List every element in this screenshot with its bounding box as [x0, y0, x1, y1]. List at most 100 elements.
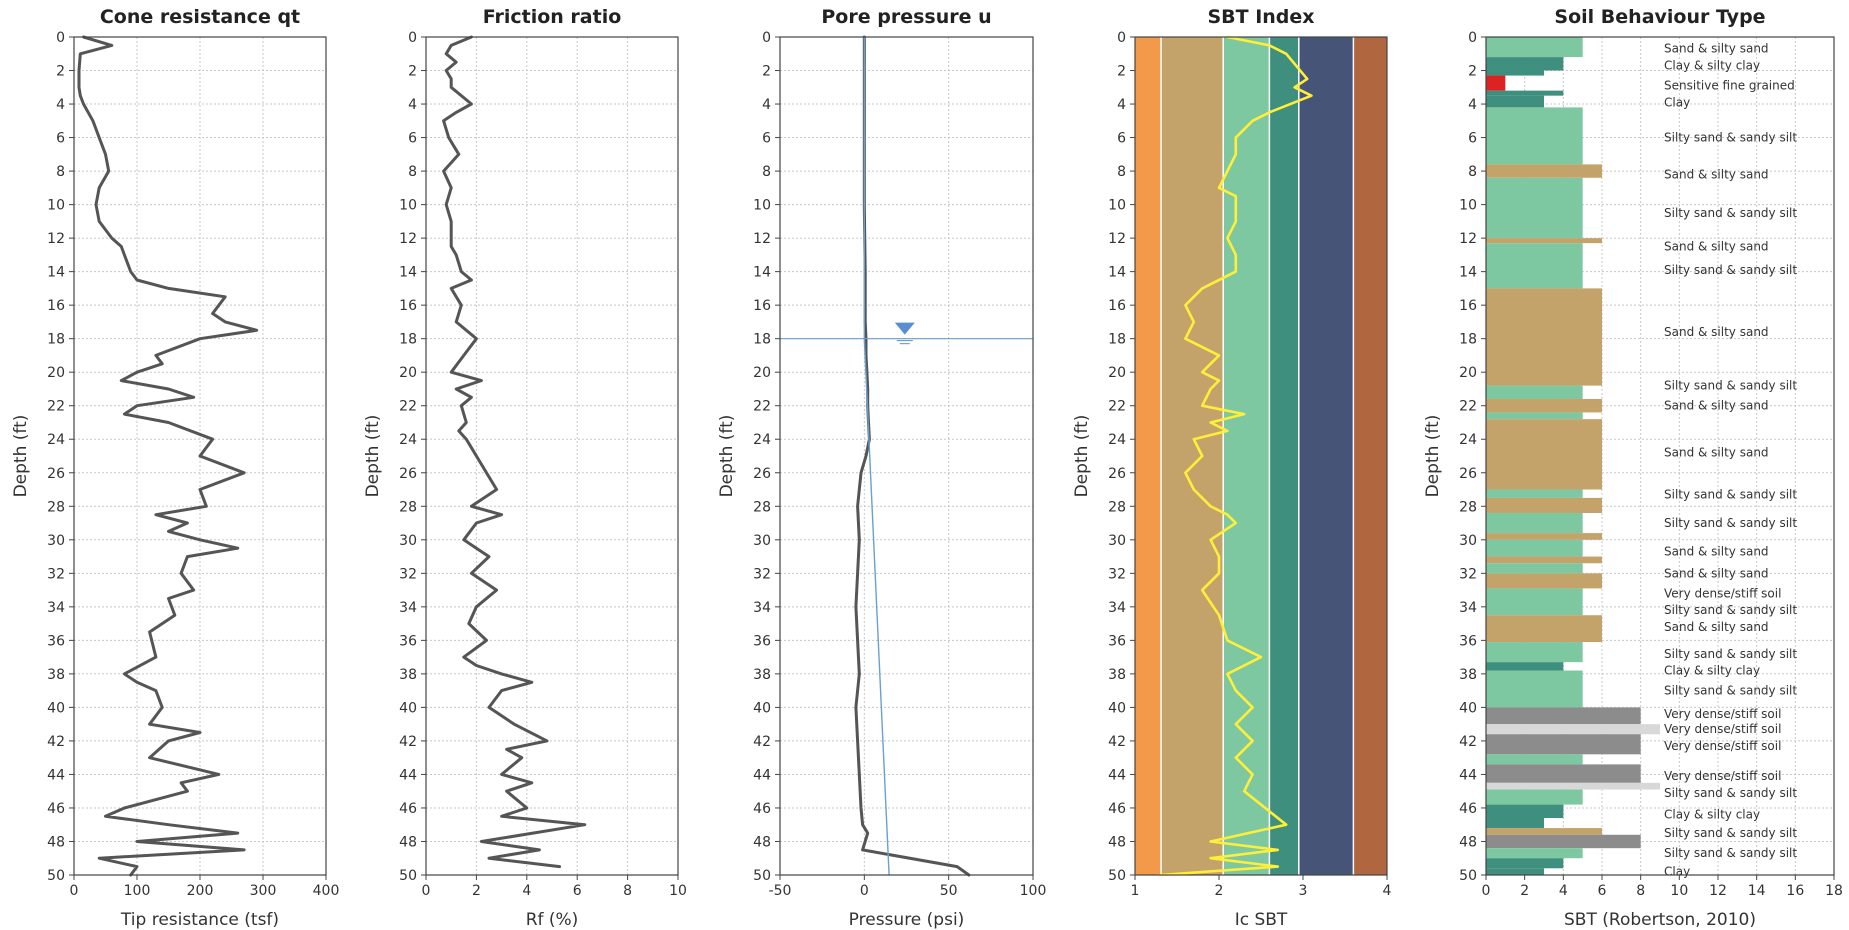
sbt-layer-bar — [1486, 95, 1544, 108]
y-tick-label: 4 — [1117, 97, 1126, 113]
sbt-layer-bar — [1486, 70, 1544, 76]
sbt-layer-bar — [1486, 789, 1583, 805]
chart-title: SBT Index — [1207, 6, 1314, 28]
y-tick-label: 50 — [399, 868, 417, 884]
y-tick-label: 6 — [56, 131, 65, 147]
y-tick-label: 6 — [1468, 131, 1477, 147]
y-tick-label: 24 — [47, 432, 65, 448]
sbt-layer-bar — [1486, 512, 1583, 534]
x-tick-label: 8 — [623, 883, 632, 899]
chart-title: Pore pressure u — [821, 6, 991, 28]
sbt-layer-bar — [1486, 588, 1583, 616]
sbt-annotation-label: Sand & silty sand — [1664, 446, 1769, 460]
y-tick-label: 30 — [399, 533, 417, 549]
y-tick-label: 46 — [47, 801, 65, 817]
sbt-layer-bar — [1486, 533, 1602, 540]
y-tick-label: 0 — [408, 30, 417, 46]
plot-frame — [1134, 36, 1388, 876]
y-tick-label: 34 — [1459, 600, 1477, 616]
y-tick-label: 2 — [1117, 64, 1126, 80]
chart-title: Friction ratio — [483, 6, 622, 28]
sbt-annotation-label: Sand & silty sand — [1664, 399, 1769, 413]
y-tick-label: 32 — [753, 566, 771, 582]
y-tick-label: 8 — [762, 164, 771, 180]
sbt-layer-bar — [1486, 243, 1583, 289]
sbt-layer-bar — [1486, 848, 1583, 859]
y-tick-label: 46 — [1459, 801, 1477, 817]
sbt-annotation-label: Silty sand & sandy silt — [1664, 846, 1797, 860]
sbt-annotation-label: Very dense/stiff soil — [1664, 707, 1781, 721]
y-tick-label: 34 — [1108, 600, 1126, 616]
sbt-zone-band — [1353, 37, 1387, 875]
x-tick-label: 6 — [573, 883, 582, 899]
x-tick-label: 4 — [522, 883, 531, 899]
y-tick-label: 2 — [1468, 64, 1477, 80]
y-tick-label: 32 — [1108, 566, 1126, 582]
x-tick-label: 10 — [669, 883, 687, 899]
sbt-layer-bar — [1486, 670, 1583, 708]
panel-4: 1 2 3 4024681012141618202224262830323436384… — [1072, 6, 1392, 930]
x-tick-label: 300 — [250, 883, 277, 899]
y-tick-label: 34 — [753, 600, 771, 616]
sbt-layer-bar — [1486, 497, 1602, 513]
sbt-annotation-label: Very dense/stiff soil — [1664, 586, 1781, 600]
y-tick-label: 28 — [399, 499, 417, 515]
y-tick-label: 22 — [753, 399, 771, 415]
panel-5: Sand & silty sand Clay & silty clay Sensit… — [1423, 6, 1843, 930]
y-tick-label: 20 — [1108, 365, 1126, 381]
y-tick-label: 28 — [1459, 499, 1477, 515]
y-tick-label: 20 — [47, 365, 65, 381]
y-tick-label: 38 — [753, 667, 771, 683]
y-tick-label: 14 — [47, 265, 65, 281]
x-tick-label: 4 — [1383, 883, 1392, 899]
y-tick-label: 10 — [47, 198, 65, 214]
y-tick-label: 40 — [1459, 700, 1477, 716]
sbt-zone-band — [1298, 37, 1354, 875]
y-tick-label: 2 — [762, 64, 771, 80]
y-tick-label: 40 — [753, 700, 771, 716]
y-tick-label: 0 — [56, 30, 65, 46]
sbt-annotation-label: Very dense/stiff soil — [1664, 739, 1781, 753]
sbt-layer-bar — [1486, 399, 1602, 413]
series-line-2 — [863, 36, 890, 876]
sbt-annotation-label: Silty sand & sandy silt — [1664, 786, 1797, 800]
x-tick-label: 2 — [1520, 883, 1529, 899]
y-tick-label: 8 — [1117, 164, 1126, 180]
sbt-zone-band — [1135, 37, 1162, 875]
sbt-annotation-label: Silty sand & sandy silt — [1664, 826, 1797, 840]
sbt-annotation-label: Silty sand & sandy silt — [1664, 263, 1797, 277]
sbt-layer-bar — [1486, 615, 1602, 643]
sbt-layer-bar — [1486, 556, 1602, 564]
y-tick-label: 30 — [47, 533, 65, 549]
y-tick-label: 16 — [1459, 298, 1477, 314]
sbt-zone-band — [1161, 37, 1224, 875]
y-tick-label: 2 — [408, 64, 417, 80]
sbt-annotation-label: Sand & silty sand — [1664, 167, 1769, 181]
y-tick-label: 18 — [1108, 332, 1126, 348]
x-tick-label: 4 — [1559, 883, 1568, 899]
y-tick-label: 20 — [399, 365, 417, 381]
y-tick-label: 10 — [1108, 198, 1126, 214]
sbt-layer-bar — [1486, 419, 1602, 490]
y-tick-label: 12 — [399, 231, 417, 247]
sbt-annotation-label: Very dense/stiff soil — [1664, 769, 1781, 783]
x-tick-label: 2 — [1215, 883, 1224, 899]
sbt-layer-bar — [1486, 724, 1660, 735]
y-tick-label: 4 — [56, 97, 65, 113]
y-tick-label: 20 — [753, 365, 771, 381]
y-tick-label: 36 — [47, 633, 65, 649]
y-tick-label: 8 — [56, 164, 65, 180]
y-tick-label: 42 — [753, 734, 771, 750]
y-tick-label: 4 — [762, 97, 771, 113]
sbt-layer-bar — [1486, 288, 1602, 386]
x-tick-label: 18 — [1825, 883, 1843, 899]
sbt-annotation-label: Clay & silty clay — [1664, 58, 1760, 72]
x-tick-label: 12 — [1709, 883, 1727, 899]
y-tick-label: 20 — [1459, 365, 1477, 381]
panel-2: 0 2 4 6 8 10024681012141618202224262830323436… — [363, 6, 687, 930]
sbt-layer-bar — [1486, 177, 1583, 239]
y-tick-label: 42 — [1459, 734, 1477, 750]
y-tick-label: 14 — [399, 265, 417, 281]
y-tick-label: 44 — [1108, 767, 1126, 783]
y-tick-label: 26 — [1108, 466, 1126, 482]
